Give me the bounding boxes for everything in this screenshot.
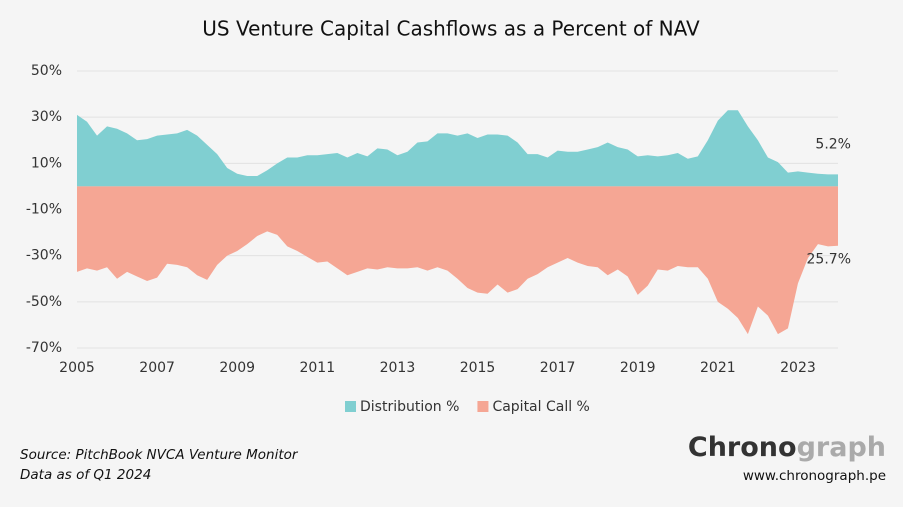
legend-label: Capital Call % [492,399,589,415]
area [77,110,838,187]
url: www.chronograph.pe [743,468,886,484]
x-tick-label: 2009 [219,360,255,376]
y-tick-label: -10% [26,202,62,218]
x-tick-label: 2005 [59,360,95,376]
data-label: 5.2% [815,136,851,152]
y-tick-label: 10% [31,155,62,171]
x-tick-label: 2017 [540,360,576,376]
data-date: Data as of Q1 2024 [20,467,151,483]
y-tick-label: -50% [26,294,62,310]
y-tick-label: -30% [26,248,62,264]
x-tick-label: 2019 [620,360,656,376]
area [77,186,838,335]
chart-title: US Venture Capital Cashflows as a Percen… [202,17,700,41]
logo: Chronograph [688,432,886,463]
legend-swatch [477,401,489,412]
y-tick-label: 30% [31,109,62,125]
logo-part: graph [797,432,886,463]
legend-swatch [345,401,356,412]
x-tick-label: 2021 [700,360,736,376]
x-tick-label: 2007 [139,360,175,376]
x-tick-label: 2011 [299,360,335,376]
x-tick-label: 2015 [460,360,496,376]
y-tick-label: 50% [31,63,62,79]
legend-label: Distribution % [360,399,459,415]
y-tick-label: -70% [26,340,62,356]
x-tick-label: 2013 [380,360,416,376]
logo-part: Chrono [688,432,797,463]
x-tick-label: 2023 [780,360,816,376]
source: Source: PitchBook NVCA Venture Monitor [20,447,299,463]
data-label: 25.7% [807,252,851,268]
